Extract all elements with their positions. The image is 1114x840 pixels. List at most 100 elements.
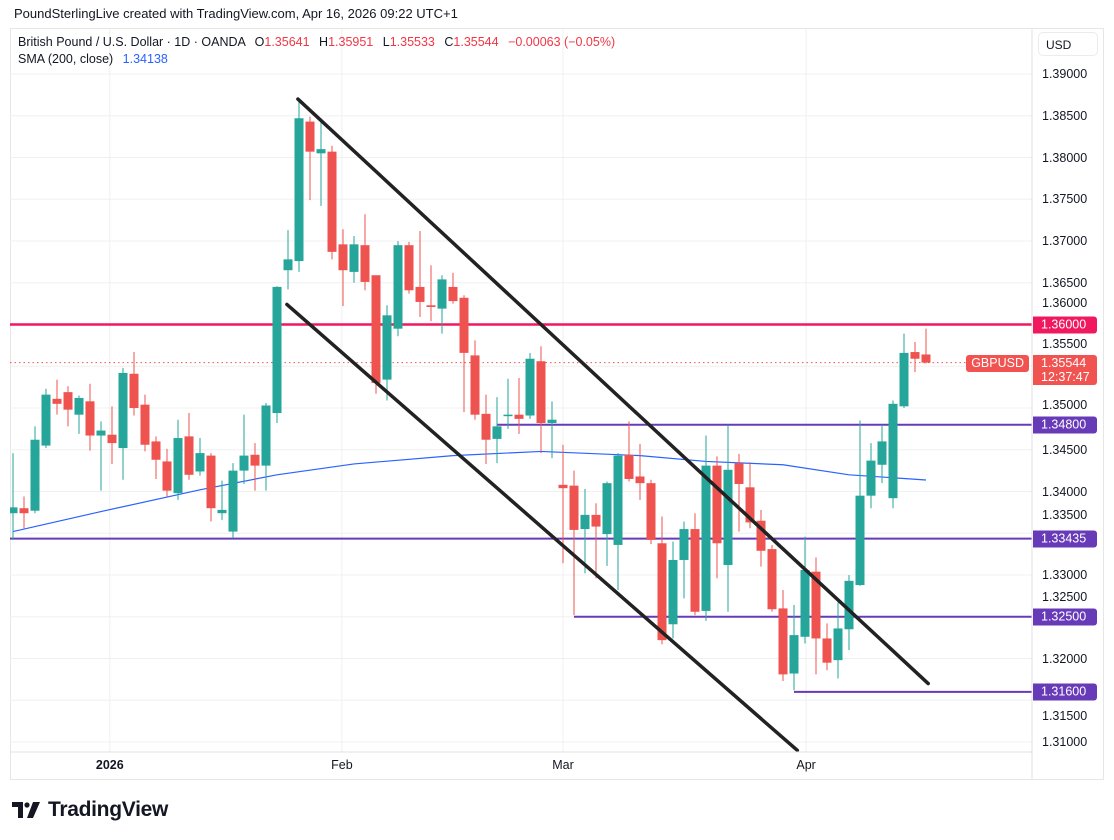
close-label: C — [444, 35, 454, 49]
candle-down — [129, 373, 139, 408]
candle-up — [217, 509, 227, 514]
high-label: H — [319, 35, 329, 49]
candle-up — [30, 439, 40, 511]
symbol-legend: British Pound / U.S. Dollar · 1D · OANDA… — [18, 35, 615, 50]
candle-up — [525, 358, 535, 416]
candle-down — [140, 404, 150, 445]
candle-up — [239, 455, 249, 471]
candle-down — [470, 355, 480, 415]
price-tick-label: 1.37000 — [1042, 234, 1088, 248]
candle-up — [668, 559, 678, 625]
price-tick-label: 1.32000 — [1042, 651, 1088, 666]
candle-down — [690, 529, 700, 612]
candle-up — [789, 635, 799, 674]
plot-area — [10, 29, 1032, 752]
candle-up — [800, 569, 810, 637]
chart-credit: PoundSterlingLive created with TradingVi… — [14, 6, 458, 21]
candle-down — [646, 483, 656, 540]
candle-down — [767, 549, 777, 610]
price-tick-label: 1.34500 — [1042, 442, 1088, 457]
candle-up — [41, 394, 51, 446]
sma-label[interactable]: SMA (200, close) — [18, 52, 114, 66]
candle-up — [613, 455, 623, 545]
candle-down — [107, 434, 117, 444]
candle-down — [811, 571, 821, 639]
time-axis-label: 2026 — [95, 758, 124, 772]
price-tick-label: 1.33500 — [1042, 508, 1088, 522]
candle-up — [10, 507, 18, 514]
logo-text: TradingView — [48, 798, 169, 821]
sma-value: 1.34138 — [122, 52, 168, 66]
candle-down — [360, 245, 370, 282]
candle-down — [558, 484, 568, 489]
candle-down — [778, 608, 788, 675]
symbol-title[interactable]: British Pound / U.S. Dollar · 1D · OANDA — [18, 35, 246, 49]
low-value: 1.35533 — [389, 35, 435, 49]
candle-up — [382, 315, 392, 380]
candle-up — [228, 470, 238, 532]
candle-up — [349, 244, 359, 272]
candle-up — [679, 529, 689, 560]
candle-down — [371, 275, 381, 383]
time-axis-label: Feb — [331, 758, 353, 772]
currency-button[interactable]: USD — [1038, 32, 1098, 56]
price-tick-label: 1.36000 — [1042, 296, 1088, 310]
candle-down — [910, 352, 920, 359]
candle-down — [63, 392, 73, 410]
price-tick-label: 1.36500 — [1042, 275, 1088, 290]
open-label: O — [254, 35, 265, 49]
candle-down — [536, 361, 546, 424]
candle-down — [305, 121, 315, 152]
candle-down — [206, 455, 216, 509]
candle-down — [250, 454, 260, 466]
price-tick-label: 1.38000 — [1042, 150, 1088, 165]
candle-up — [877, 441, 887, 465]
candle-down — [481, 413, 491, 440]
last-price-value: 1.35544 — [1041, 355, 1087, 370]
candle-down — [52, 398, 62, 404]
candle-up — [833, 628, 843, 661]
price-tick-label: 1.31000 — [1042, 735, 1088, 749]
price-tick-label: 1.35500 — [1042, 337, 1088, 351]
tradingview-logo[interactable]: TradingView — [12, 798, 168, 822]
price-tick-label: 1.37500 — [1042, 192, 1088, 207]
price-tick-label: 1.39000 — [1042, 67, 1088, 81]
last-price-badge: 1.35544 12:37:47 — [1033, 354, 1097, 385]
candle-down — [426, 305, 436, 307]
candle-down — [734, 463, 744, 484]
candle-up — [844, 580, 854, 630]
candle-up — [195, 453, 205, 472]
candle-up — [283, 259, 293, 271]
candle-up — [118, 372, 128, 449]
candle-down — [624, 454, 634, 479]
candle-up — [294, 118, 304, 262]
upper-channel-line — [296, 97, 930, 686]
candle-up — [74, 397, 84, 415]
candle-up — [888, 403, 898, 499]
candle-down — [448, 286, 458, 302]
lower-channel-line — [285, 302, 800, 752]
candle-up — [492, 426, 502, 439]
candle-down — [756, 520, 766, 551]
candle-down — [921, 354, 931, 363]
time-axis-label: Apr — [796, 758, 816, 772]
tradingview-logo-icon — [12, 802, 40, 818]
candle-up — [96, 430, 106, 436]
price-tick-label: 1.35000 — [1042, 398, 1088, 412]
candle-up — [261, 405, 271, 466]
high-value: 1.35951 — [328, 35, 374, 49]
time-axis-label: Mar — [552, 758, 574, 772]
low-label: L — [382, 35, 390, 49]
symbol-badge: GBPUSD — [966, 354, 1029, 372]
candle-up — [437, 279, 447, 309]
level-price-badge: 1.31600 — [1033, 683, 1097, 701]
level-price-badge: 1.33435 — [1033, 530, 1097, 548]
level-price-badge: 1.36000 — [1033, 316, 1097, 333]
candle-down — [591, 514, 601, 527]
candle-up — [503, 414, 513, 417]
candle-up — [701, 465, 711, 611]
candle-down — [569, 485, 579, 530]
candle-down — [85, 401, 95, 436]
candle-down — [822, 638, 832, 663]
